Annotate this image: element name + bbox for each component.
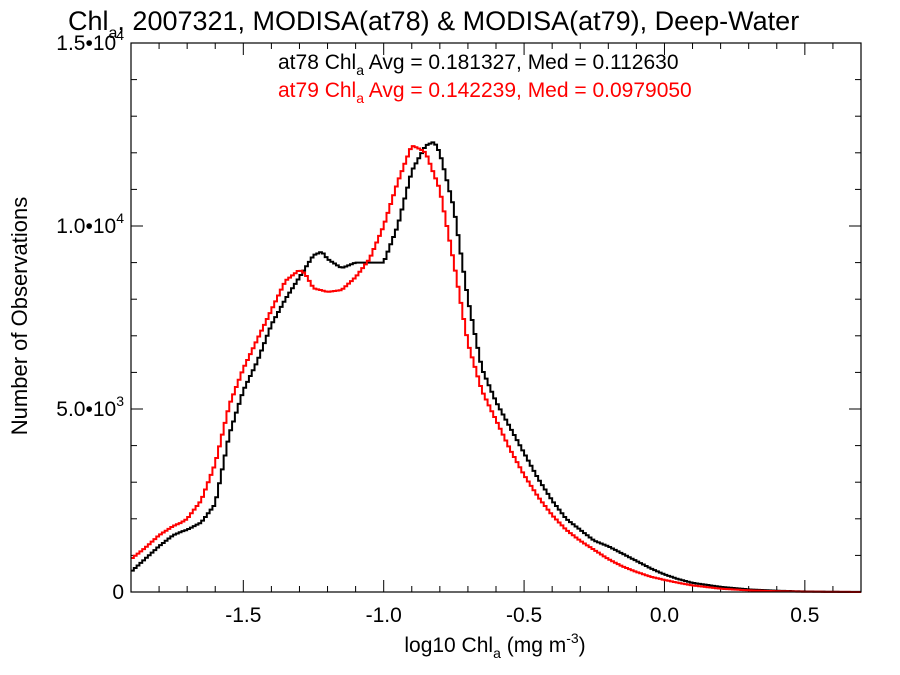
y-tick-label-0: 0 (112, 581, 124, 604)
series-annotation-at78: at78 Chla Avg = 0.181327, Med = 0.112630 (278, 51, 679, 78)
x-tick-label-0: -1.5 (225, 604, 261, 627)
series-annotation-at79: at79 Chla Avg = 0.142239, Med = 0.097905… (278, 79, 692, 106)
y-tick-label-2: 1.0•104 (56, 210, 124, 238)
series-lines (131, 141, 861, 593)
series-line-at78 (131, 141, 861, 593)
x-tick-label-1: -1.0 (366, 604, 402, 627)
axis-ticks: -1.5 -1.0 -0.5 0.0 0.5 0 5.0•103 1.0•104 1.5•104 (56, 27, 862, 627)
x-axis-label: log10 Chla (mg m-3) (404, 630, 585, 661)
x-tick-label-3: 0.0 (650, 604, 679, 627)
y-tick-label-1: 5.0•103 (56, 393, 124, 421)
plot-frame (130, 42, 862, 593)
y-tick-label-3: 1.5•104 (56, 27, 124, 55)
y-axis-label: Number of Observations (7, 197, 32, 435)
x-tick-label-2: -0.5 (506, 604, 542, 627)
x-tick-label-4: 0.5 (790, 604, 819, 627)
chart-title: Chla, 2007321, MODISA(at78) & MODISA(at7… (68, 6, 799, 42)
series-line-at79 (131, 145, 861, 593)
